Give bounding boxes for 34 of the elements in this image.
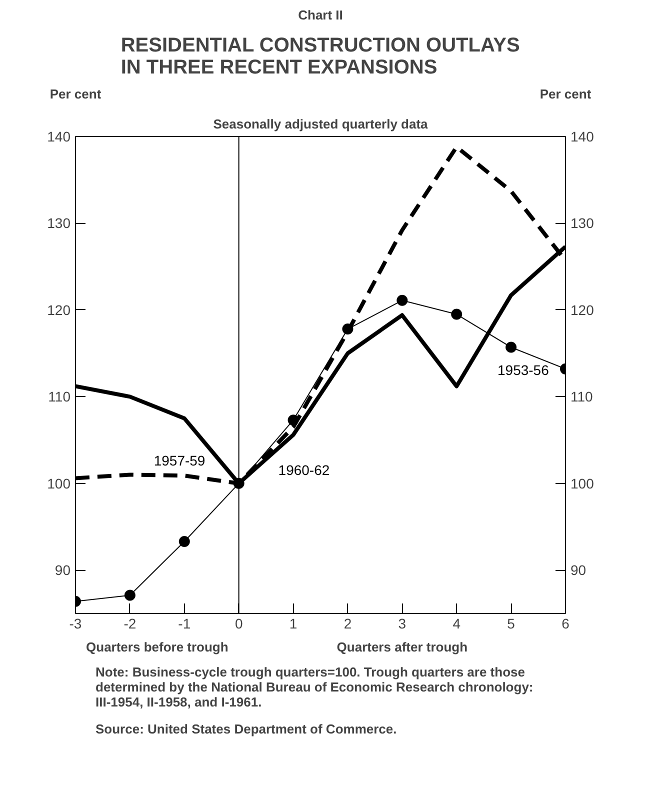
chart-title: RESIDENTIAL CONSTRUCTION OUTLAYS IN THREE RECENT EXPANSIONS xyxy=(120,34,520,78)
text: Quarters after trough xyxy=(336,640,468,654)
x-tick-label: -3 xyxy=(69,616,82,632)
y2-tick-label: 130 xyxy=(570,215,594,232)
y-tick-label: 130 xyxy=(47,215,71,232)
x-tick-label: 0 xyxy=(234,616,243,632)
x-tick-label: 5 xyxy=(507,616,516,632)
text: Note: Business-cycle trough quarters=100. Trough quarters are those determined by the National Bureau of Economic Research chronology: III-1954, II-1958, and I-1961. xyxy=(96,664,534,710)
text: Quarters before trough xyxy=(86,640,228,654)
x-tick-label: 1 xyxy=(289,616,298,632)
x-tick-label: 2 xyxy=(344,616,352,632)
y-tick-label: 120 xyxy=(47,302,71,318)
x-tick-label: 6 xyxy=(562,616,570,632)
y2-tick-label: 90 xyxy=(570,562,586,578)
y-axis-title: Per cent xyxy=(50,86,102,102)
series-label: 1953-56 xyxy=(498,362,550,378)
chart-subtitle: Seasonally adjusted quarterly data xyxy=(213,116,429,132)
series-label: 1957-59 xyxy=(154,452,206,468)
y2-tick-label: 120 xyxy=(570,302,594,318)
y-tick-label: 90 xyxy=(54,562,71,578)
y-tick-label: 140 xyxy=(47,128,71,144)
y2-axis-title: Per cent xyxy=(540,86,592,102)
y2-tick-label: 140 xyxy=(570,128,594,144)
x-tick-label: -1 xyxy=(178,616,191,632)
text: Chart II xyxy=(298,8,343,22)
series-label: 1960-62 xyxy=(278,462,330,478)
y-tick-label: 100 xyxy=(47,475,71,492)
x-tick-label: 3 xyxy=(398,616,406,632)
source-note: Source: United States Department of Commerce. xyxy=(96,722,397,736)
y2-tick-label: 100 xyxy=(570,475,594,492)
x-tick-label: 4 xyxy=(452,616,461,632)
y2-tick-label: 110 xyxy=(570,388,594,405)
x-tick-label: -2 xyxy=(124,616,136,632)
y-tick-label: 110 xyxy=(48,388,71,405)
